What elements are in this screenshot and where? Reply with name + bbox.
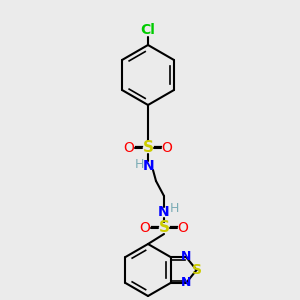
Text: Cl: Cl (141, 23, 155, 37)
Text: H: H (134, 158, 144, 170)
Text: N: N (181, 250, 191, 263)
Text: O: O (162, 141, 172, 155)
Text: S: S (158, 220, 169, 236)
Text: S: S (191, 263, 202, 277)
Text: O: O (140, 221, 150, 235)
Text: N: N (158, 205, 170, 219)
Text: O: O (178, 221, 188, 235)
Text: O: O (124, 141, 134, 155)
Text: H: H (169, 202, 179, 215)
Text: N: N (181, 277, 191, 290)
Text: N: N (143, 159, 155, 173)
Text: S: S (142, 140, 154, 155)
